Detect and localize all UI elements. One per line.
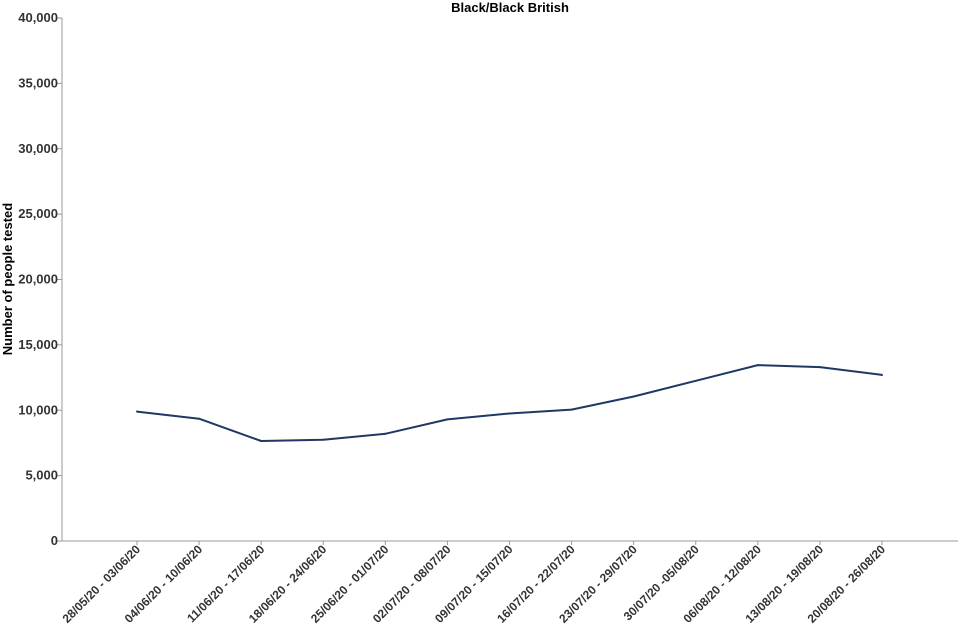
data-point xyxy=(756,364,759,367)
data-point xyxy=(136,410,138,413)
y-tick-label: 30,000 xyxy=(18,141,58,156)
series-line xyxy=(136,364,883,442)
data-point xyxy=(570,408,573,411)
y-axis-label: Number of people tested xyxy=(0,203,15,355)
y-tick-label: 35,000 xyxy=(18,75,58,90)
data-point xyxy=(694,379,697,382)
y-tick-label: 15,000 xyxy=(18,337,58,352)
series-group xyxy=(136,364,883,442)
data-point xyxy=(881,373,883,376)
y-tick-label: 5,000 xyxy=(25,468,58,483)
data-point xyxy=(322,438,325,441)
chart-title: Black/Black British xyxy=(451,0,569,15)
y-tick-label: 20,000 xyxy=(18,272,58,287)
data-point xyxy=(818,366,821,369)
y-tick-label: 40,000 xyxy=(18,10,58,25)
y-tick-label: 10,000 xyxy=(18,402,58,417)
y-tick-label: 0 xyxy=(51,533,58,548)
data-point xyxy=(632,395,635,398)
data-point xyxy=(198,417,201,420)
data-point xyxy=(260,439,263,442)
data-point xyxy=(508,412,511,415)
y-tick-label: 25,000 xyxy=(18,206,58,221)
data-point xyxy=(446,418,449,421)
data-point xyxy=(384,432,387,435)
y-tick-group: 0 5,000 10,000 15,000 20,000 25,000 30,000 35,0… xyxy=(18,10,62,548)
